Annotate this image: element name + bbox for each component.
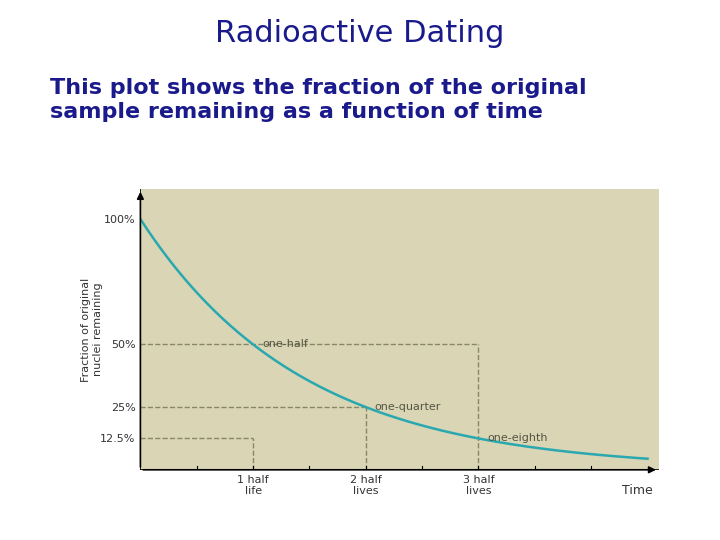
Y-axis label: Fraction of original
nuclei remaining: Fraction of original nuclei remaining: [81, 277, 103, 382]
Text: This plot shows the fraction of the original
sample remaining as a function of t: This plot shows the fraction of the orig…: [50, 78, 587, 122]
Text: one-quarter: one-quarter: [375, 402, 441, 412]
Text: Time: Time: [622, 484, 653, 497]
Text: one-half: one-half: [262, 340, 308, 349]
Text: Radioactive Dating: Radioactive Dating: [215, 19, 505, 48]
Text: one-eighth: one-eighth: [487, 434, 548, 443]
